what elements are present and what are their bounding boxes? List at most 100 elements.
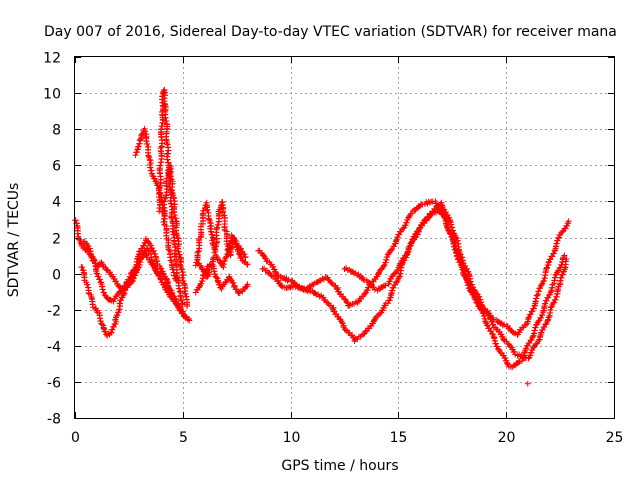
data-point-plus: [529, 333, 536, 340]
data-point-plus: [110, 298, 117, 305]
data-point-plus: [157, 275, 164, 282]
data-point-plus: [455, 256, 462, 263]
data-point-plus: [558, 274, 565, 281]
data-point-plus: [186, 317, 193, 324]
data-point-plus: [352, 335, 359, 342]
data-point-plus: [530, 305, 537, 312]
data-point-plus: [419, 201, 426, 208]
data-point-plus: [171, 240, 178, 247]
data-point-plus: [107, 296, 114, 303]
data-point-plus: [136, 248, 143, 255]
x-axis-label: GPS time / hours: [281, 458, 398, 474]
data-point-plus: [210, 236, 217, 243]
data-point-plus: [109, 326, 116, 333]
data-point-plus: [467, 288, 474, 295]
data-point-plus: [146, 156, 153, 163]
data-point-plus: [500, 352, 507, 359]
y-tick-label: -8: [47, 412, 61, 428]
data-point-plus: [371, 317, 378, 324]
data-point-plus: [386, 297, 393, 304]
data-point-plus: [392, 281, 399, 288]
data-point-plus: [525, 355, 532, 362]
data-point-plus: [227, 276, 234, 283]
data-point-plus: [270, 263, 277, 270]
data-point-plus: [488, 328, 495, 335]
data-point-plus: [138, 131, 145, 138]
x-tick-label: 5: [179, 430, 188, 446]
data-point-plus: [310, 281, 317, 288]
data-point-plus: [244, 261, 251, 268]
y-tick-label: -6: [47, 376, 61, 392]
data-point-plus: [543, 265, 550, 272]
data-point-plus: [174, 276, 181, 283]
y-tick-label: 4: [52, 195, 61, 211]
data-point-plus: [447, 230, 454, 237]
data-point-plus: [158, 276, 165, 283]
y-tick-label: 10: [43, 87, 61, 103]
data-point-plus: [179, 310, 186, 317]
y-tick-label: 2: [52, 232, 61, 248]
data-point-plus: [217, 260, 224, 267]
data-point-plus: [396, 274, 403, 281]
data-point-plus: [380, 262, 387, 269]
data-point-plus: [244, 281, 251, 288]
data-point-plus: [391, 243, 398, 250]
data-point-plus: [288, 283, 295, 290]
data-point-plus: [165, 289, 172, 296]
x-tick-label: 15: [390, 430, 408, 446]
data-point-plus: [342, 326, 349, 333]
x-tick-label: 10: [283, 430, 301, 446]
data-point-plus: [550, 300, 557, 307]
data-point-plus: [209, 231, 216, 238]
data-point-plus: [410, 237, 417, 244]
data-point-plus: [438, 208, 445, 215]
data-point-plus: [178, 258, 185, 265]
data-point-plus: [165, 150, 172, 157]
data-point-plus: [409, 207, 416, 214]
data-point-plus: [557, 264, 564, 271]
data-point-plus: [498, 331, 505, 338]
data-point-plus: [227, 240, 234, 247]
data-point-plus: [504, 360, 511, 367]
data-point-plus: [511, 348, 518, 355]
data-point-plus: [502, 354, 509, 361]
data-point-plus: [180, 272, 187, 279]
data-point-plus: [526, 340, 533, 347]
data-point-plus: [544, 317, 551, 324]
data-point-plus: [414, 231, 421, 238]
data-point-plus: [241, 251, 248, 258]
data-point-plus: [461, 273, 468, 280]
data-point-plus: [545, 314, 552, 321]
data-point-plus: [371, 286, 378, 293]
data-point-plus: [434, 202, 441, 209]
data-point-plus: [117, 297, 124, 304]
data-point-plus: [184, 303, 191, 310]
data-point-plus: [144, 140, 151, 147]
data-point-plus: [168, 214, 175, 221]
data-point-plus: [105, 330, 112, 337]
data-point-plus: [178, 266, 185, 273]
grid-lines: [75, 57, 614, 418]
data-point-plus: [565, 218, 572, 225]
data-point-plus: [164, 175, 171, 182]
data-point-plus: [564, 222, 571, 229]
data-point-plus: [535, 288, 542, 295]
data-point-plus: [458, 262, 465, 269]
data-point-plus: [450, 236, 457, 243]
data-point-plus: [560, 269, 567, 276]
data-point-plus: [182, 290, 189, 297]
data-point-plus: [113, 312, 120, 319]
data-point-plus: [169, 228, 176, 235]
data-point-plus: [225, 243, 232, 250]
data-point-plus: [542, 300, 549, 307]
data-point-plus: [113, 278, 120, 285]
data-point-plus: [277, 273, 284, 280]
data-point-plus: [76, 236, 83, 243]
data-point-plus: [86, 245, 93, 252]
data-point-plus: [457, 261, 464, 268]
y-axis-label: SDTVAR / TECUs: [6, 183, 22, 298]
data-point-plus: [279, 283, 286, 290]
data-point-plus: [532, 324, 539, 331]
data-point-plus: [346, 302, 353, 309]
